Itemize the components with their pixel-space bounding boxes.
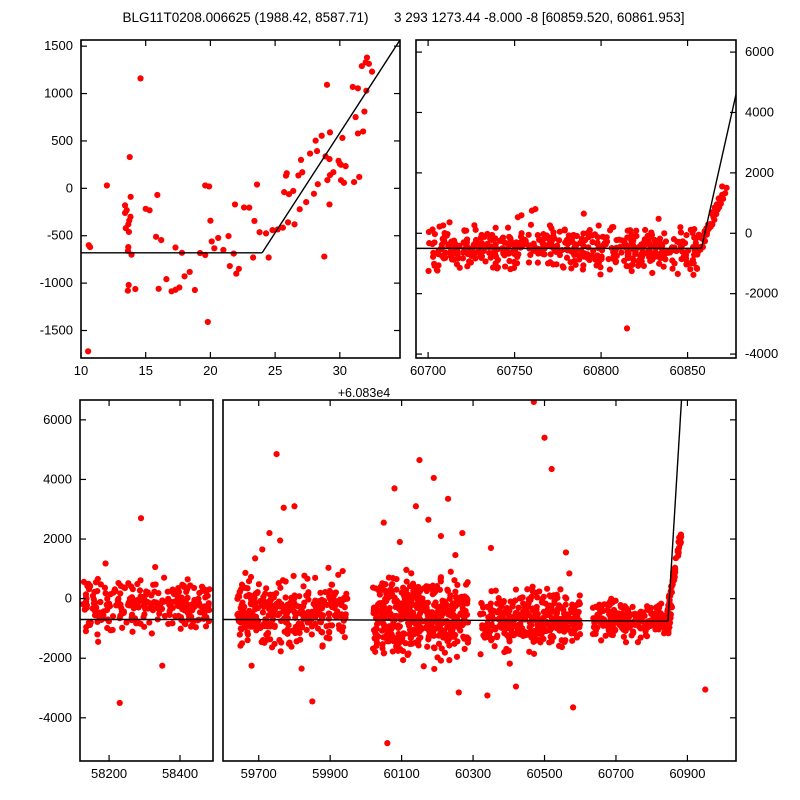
- svg-text:25: 25: [268, 363, 282, 378]
- svg-text:-1000: -1000: [40, 275, 73, 290]
- svg-text:-4000: -4000: [745, 346, 778, 361]
- svg-text:-500: -500: [47, 228, 73, 243]
- svg-text:0: 0: [65, 591, 72, 606]
- svg-text:60700: 60700: [598, 766, 634, 781]
- svg-text:20: 20: [203, 363, 217, 378]
- svg-text:0: 0: [66, 180, 73, 195]
- svg-text:4000: 4000: [43, 471, 72, 486]
- svg-text:6000: 6000: [745, 44, 774, 59]
- svg-text:2000: 2000: [43, 531, 72, 546]
- svg-text:60100: 60100: [384, 766, 420, 781]
- svg-text:60500: 60500: [526, 766, 562, 781]
- svg-text:4000: 4000: [745, 104, 774, 119]
- svg-text:60750: 60750: [497, 363, 533, 378]
- svg-text:58200: 58200: [91, 766, 127, 781]
- svg-text:10: 10: [74, 363, 88, 378]
- svg-text:1500: 1500: [44, 38, 73, 53]
- svg-text:60700: 60700: [410, 363, 446, 378]
- svg-text:1000: 1000: [44, 86, 73, 101]
- svg-text:59900: 59900: [312, 766, 348, 781]
- svg-text:-1500: -1500: [40, 323, 73, 338]
- svg-text:15: 15: [138, 363, 152, 378]
- svg-text:58400: 58400: [162, 766, 198, 781]
- svg-text:+6.083e4: +6.083e4: [338, 386, 391, 400]
- svg-text:-4000: -4000: [39, 710, 72, 725]
- svg-text:2000: 2000: [745, 165, 774, 180]
- svg-text:60800: 60800: [583, 363, 619, 378]
- svg-text:60300: 60300: [455, 766, 491, 781]
- svg-text:500: 500: [51, 133, 73, 148]
- svg-text:-2000: -2000: [39, 650, 72, 665]
- svg-text:6000: 6000: [43, 412, 72, 427]
- svg-text:60850: 60850: [669, 363, 705, 378]
- svg-text:59700: 59700: [241, 766, 277, 781]
- svg-text:60900: 60900: [669, 766, 705, 781]
- svg-text:3 293 1273.44 -8.000 -8 [60859: 3 293 1273.44 -8.000 -8 [60859.520, 6086…: [394, 10, 685, 25]
- svg-text:0: 0: [745, 225, 752, 240]
- svg-text:-2000: -2000: [745, 286, 778, 301]
- svg-text:BLG11T0208.006625 (1988.42, 85: BLG11T0208.006625 (1988.42, 8587.71): [123, 10, 369, 25]
- svg-text:30: 30: [333, 363, 347, 378]
